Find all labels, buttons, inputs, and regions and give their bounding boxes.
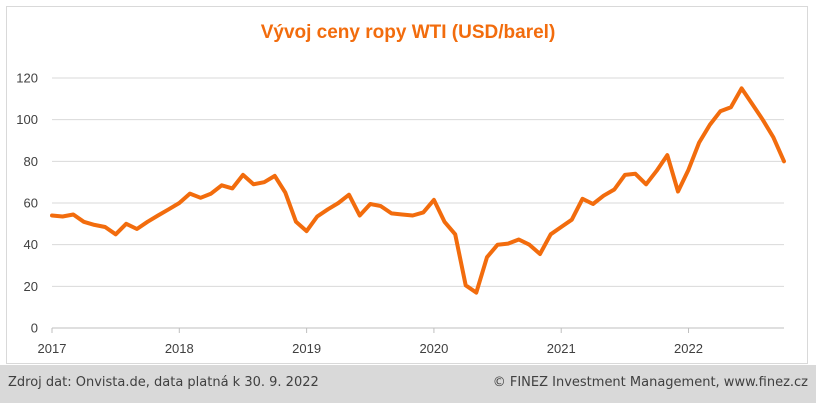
x-tick-label: 2022 (674, 341, 703, 356)
x-tick-label: 2021 (547, 341, 576, 356)
x-tick-label: 2020 (419, 341, 448, 356)
x-tick-label: 2017 (38, 341, 67, 356)
footer-bar: Zdroj dat: Onvista.de, data platná k 30.… (0, 365, 816, 403)
x-tick-label: 2018 (165, 341, 194, 356)
copyright-note: © FINEZ Investment Management, www.finez… (492, 375, 808, 390)
series-line (50, 86, 786, 295)
y-tick-label: 20 (24, 279, 38, 294)
y-tick-label: 80 (24, 154, 38, 169)
y-tick-label: 60 (24, 196, 38, 211)
y-tick-label: 0 (31, 321, 38, 336)
x-tick-labels: 2017 2018 2019 2020 2021 2022 (38, 328, 703, 356)
source-note: Zdroj dat: Onvista.de, data platná k 30.… (8, 375, 319, 390)
series-wti (50, 86, 786, 295)
y-tick-labels: 0 20 40 60 80 100 120 (16, 71, 38, 336)
gridlines (52, 77, 784, 329)
y-tick-label: 40 (24, 237, 38, 252)
chart-title: Vývoj ceny ropy WTI (USD/barel) (260, 22, 556, 43)
x-tick-label: 2019 (292, 341, 321, 356)
y-tick-label: 120 (16, 71, 38, 86)
y-tick-label: 100 (16, 112, 38, 127)
